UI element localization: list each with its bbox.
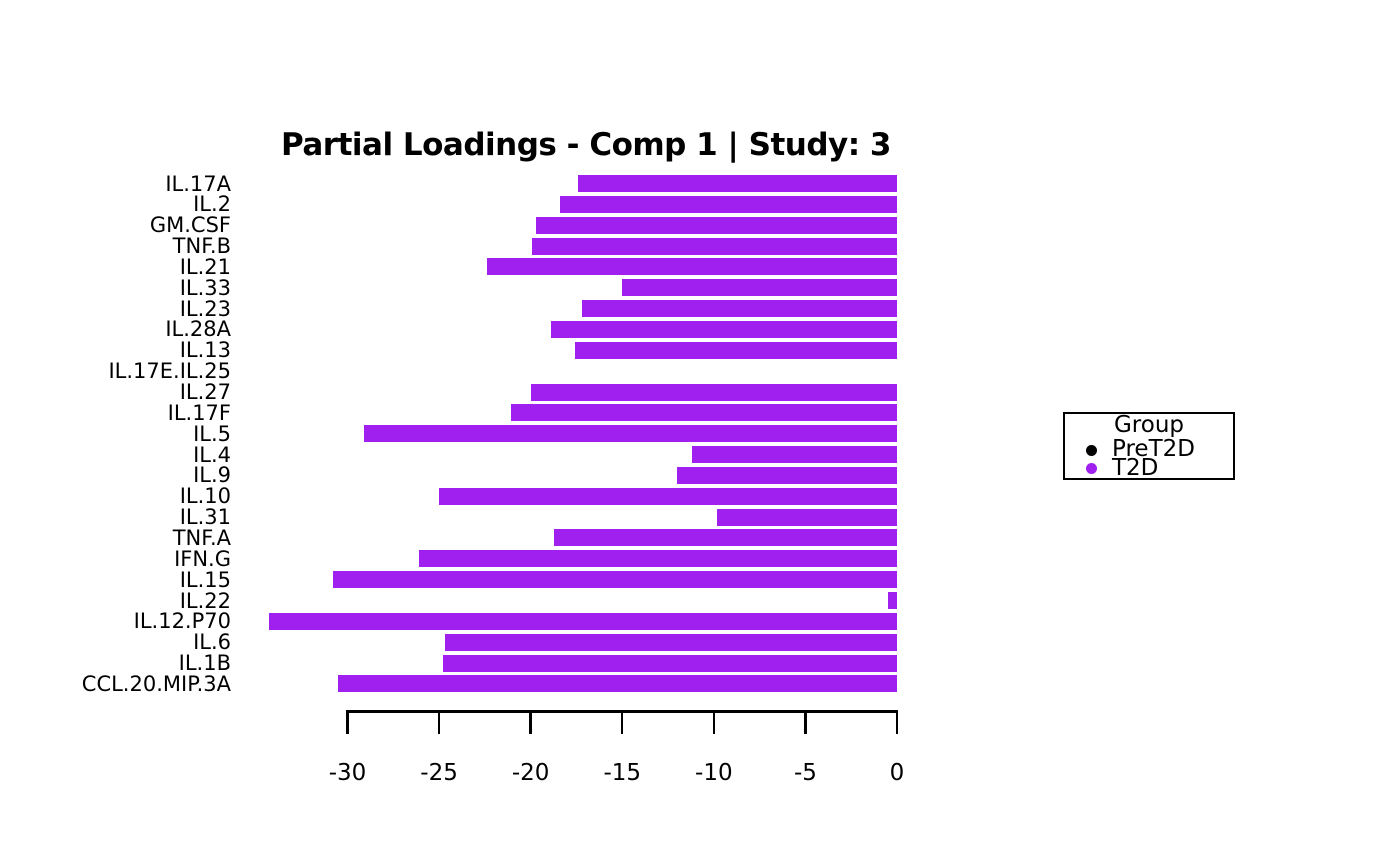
y-axis-label: TNF.B [172, 234, 231, 259]
x-axis-tick [712, 710, 716, 734]
bar [532, 237, 897, 255]
x-axis-tick [804, 710, 807, 734]
y-axis-label: IL.1B [178, 651, 231, 676]
bar [717, 508, 897, 526]
legend-entry: PreT2D [1065, 437, 1233, 462]
bar [442, 654, 897, 672]
y-axis-label: IL.15 [179, 567, 231, 592]
x-tick-label: 0 [889, 760, 905, 786]
y-axis-label: IL.13 [179, 338, 231, 363]
bar [338, 675, 897, 693]
y-axis-label: IL.5 [193, 421, 231, 446]
y-axis-label: IL.31 [179, 505, 231, 530]
y-axis-label: IL.2 [193, 192, 231, 217]
chart-title: Partial Loadings - Comp 1 | Study: 3 [280, 127, 892, 163]
x-tick-label: -10 [695, 760, 733, 786]
y-axis-label: CCL.20.MIP.3A [81, 671, 231, 696]
y-axis-label: IL.28A [165, 317, 231, 342]
bar [332, 571, 897, 589]
y-axis-label: GM.CSF [149, 213, 231, 238]
bar [887, 592, 897, 609]
bar [554, 529, 897, 547]
y-axis-label: IL.4 [193, 442, 231, 467]
y-axis-label: IL.33 [179, 275, 231, 300]
x-tick-label: -5 [793, 760, 817, 786]
y-axis-label: IL.9 [193, 463, 231, 488]
x-axis-tick [437, 710, 441, 734]
y-axis-label: IL.23 [179, 296, 231, 321]
y-axis-label: IL.17E.IL.25 [108, 359, 231, 384]
bar [691, 446, 897, 464]
y-axis-label: IL.10 [179, 484, 231, 509]
y-axis-label: IL.27 [179, 380, 231, 404]
x-axis-tick [529, 710, 532, 734]
bar [559, 195, 897, 213]
y-axis-label: IL.17F [167, 400, 231, 425]
legend-dot-icon [1086, 463, 1097, 475]
bar [677, 466, 897, 484]
y-axis-label: IL.21 [179, 254, 231, 279]
bar [510, 404, 897, 422]
bar [363, 425, 897, 443]
bar [581, 300, 897, 318]
bar [418, 550, 897, 568]
x-tick-label: -15 [603, 760, 642, 786]
bar [536, 216, 897, 234]
y-axis-label: IFN.G [174, 546, 231, 571]
y-axis-label: IL.6 [193, 630, 231, 655]
bar [486, 258, 897, 276]
legend-title: Group [1113, 412, 1185, 438]
bar [574, 341, 897, 359]
bar [550, 320, 897, 338]
legend-label: T2D [1112, 454, 1159, 481]
y-axis-label: IL.17A [165, 171, 231, 196]
x-tick-label: -30 [328, 760, 367, 786]
bar [530, 383, 897, 401]
x-axis-tick [895, 710, 899, 734]
x-tick-label: -20 [511, 760, 550, 786]
x-tick-label: -25 [420, 760, 458, 786]
y-axis-label: IL.12.P70 [133, 609, 231, 634]
legend-label: PreT2D [1112, 436, 1195, 462]
legend-box: Group PreT2D T2D [1063, 412, 1235, 480]
legend-entry: T2D [1065, 456, 1233, 481]
bar [578, 175, 897, 192]
y-axis-label: TNF.A [172, 525, 231, 550]
x-axis-tick [620, 710, 624, 734]
bar [439, 487, 897, 505]
bar [622, 279, 897, 297]
bar [268, 612, 897, 630]
x-axis-tick [346, 710, 349, 734]
y-axis-label: IL.22 [179, 588, 231, 613]
legend-dot-icon [1086, 444, 1097, 456]
bar [444, 633, 897, 651]
